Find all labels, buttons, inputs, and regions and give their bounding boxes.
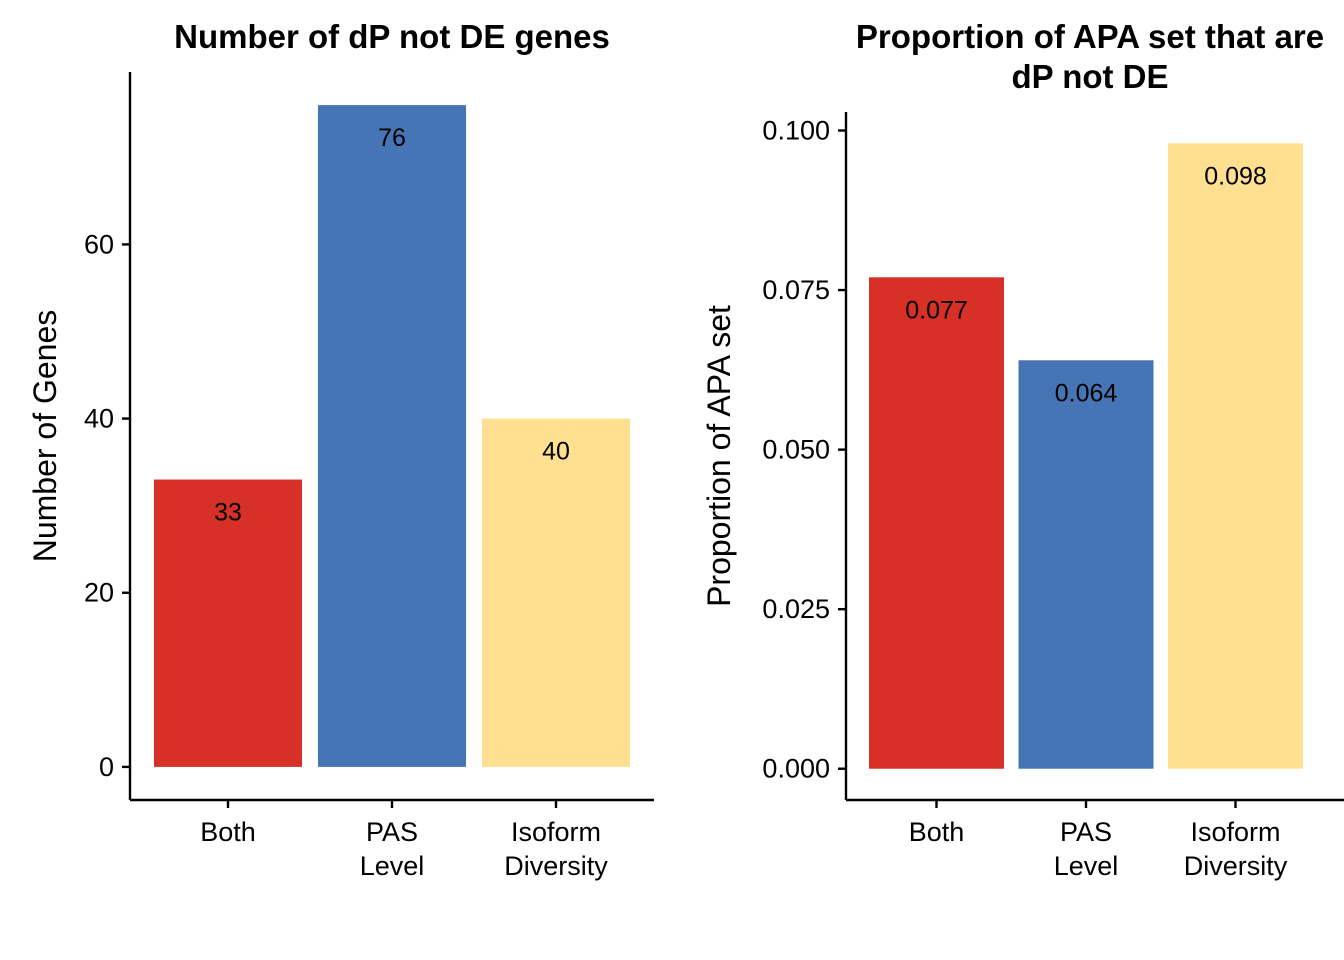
bar-value-label: 33 xyxy=(214,499,242,527)
y-tick-label: 60 xyxy=(84,229,114,259)
bar-value-label: 76 xyxy=(378,124,406,152)
bar-pas-level xyxy=(318,105,466,767)
bar-value-label: 0.098 xyxy=(1204,162,1267,190)
x-tick-label: Isoform Diversity xyxy=(504,817,608,881)
y-tick-label: 0.075 xyxy=(762,275,830,305)
bar-isoform-diversity xyxy=(1168,143,1303,769)
bar-pas-level xyxy=(1018,360,1154,769)
x-tick-label: Both xyxy=(909,817,965,847)
chart-panel-1: Number of dP not DE genes Number of Genes… xyxy=(27,18,654,881)
x-tick-label: PAS Level xyxy=(1054,817,1119,881)
bar-value-label: 0.077 xyxy=(905,296,968,324)
bar-value-label: 40 xyxy=(542,438,570,466)
x-tick-label: Isoform Diversity xyxy=(1184,817,1288,881)
bar-both xyxy=(869,277,1004,769)
chart-panel-2: Proportion of APA set that are dP not DE P… xyxy=(701,18,1344,881)
bar-value-label: 0.064 xyxy=(1055,379,1118,407)
y-tick-label: 0.100 xyxy=(762,116,830,146)
chart-title: Number of dP not DE genes xyxy=(174,18,610,55)
y-tick-label: 0 xyxy=(99,752,114,782)
x-tick-label: Both xyxy=(200,817,256,847)
y-tick-label: 40 xyxy=(84,404,114,434)
y-axis-title: Number of Genes xyxy=(27,310,63,563)
bar-isoform-diversity xyxy=(482,418,630,767)
bar-both xyxy=(154,479,302,767)
y-tick-label: 20 xyxy=(84,578,114,608)
y-tick-label: 0.025 xyxy=(762,594,830,624)
y-axis-title: Proportion of APA set xyxy=(701,305,737,607)
y-tick-label: 0.050 xyxy=(762,435,830,465)
y-tick-label: 0.000 xyxy=(762,754,830,784)
chart-title: Proportion of APA set that are dP not DE xyxy=(856,18,1324,95)
x-tick-label: PAS Level xyxy=(360,817,425,881)
